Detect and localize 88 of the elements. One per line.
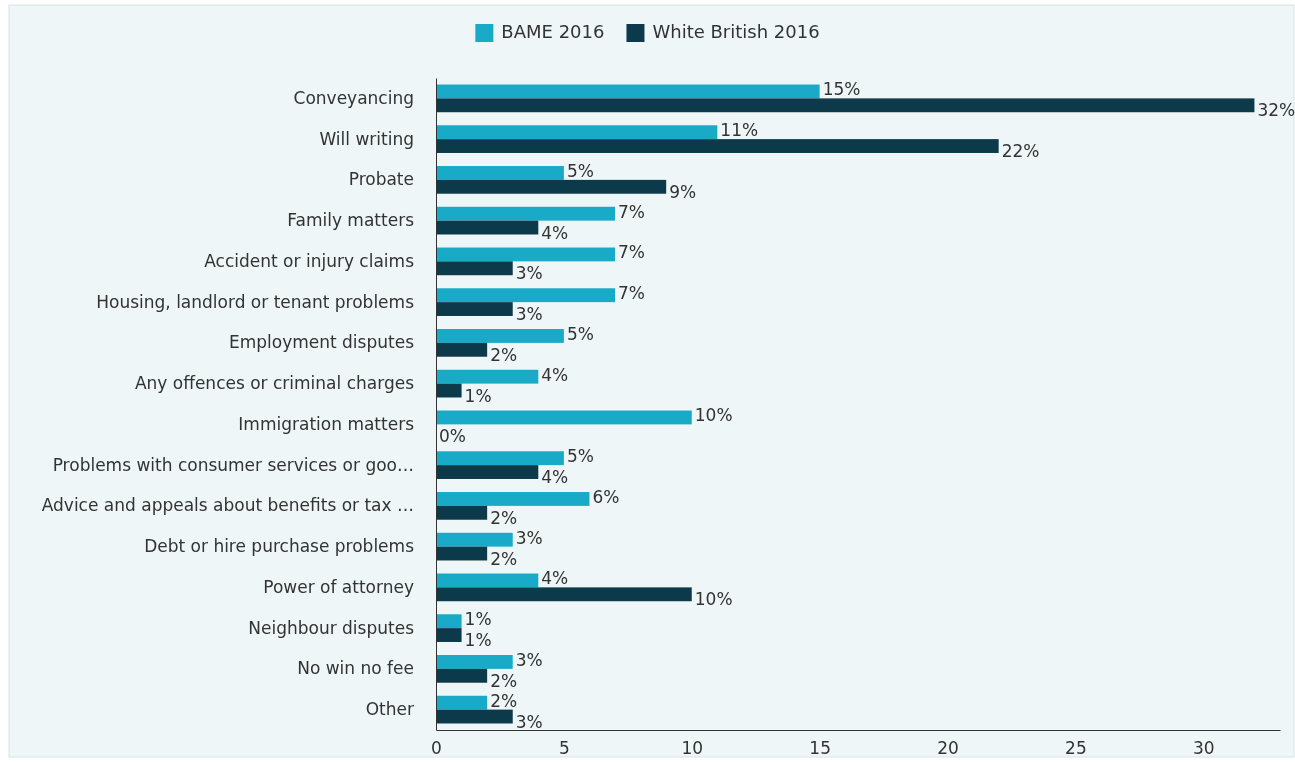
bar: [436, 492, 590, 506]
y-tick-label: Accident or injury claims: [204, 250, 415, 271]
data-label: 22%: [1001, 141, 1040, 162]
data-label: 11%: [720, 120, 759, 141]
x-tick-label: 15: [809, 738, 831, 759]
bar: [436, 139, 999, 153]
bar: [436, 288, 616, 303]
bar: [436, 206, 616, 221]
bar: [436, 329, 564, 343]
bar: [436, 261, 513, 276]
bar: [436, 383, 462, 398]
bar: [436, 247, 616, 262]
data-label: 5%: [566, 446, 594, 467]
data-label: 2%: [490, 690, 518, 711]
y-tick-label: Employment disputes: [228, 332, 415, 353]
bar: [436, 410, 692, 425]
x-tick-label: 0: [431, 738, 442, 759]
y-tick-label: Family matters: [287, 210, 415, 231]
y-tick-label: Debt or hire purchase problems: [144, 536, 415, 557]
y-tick-label: Housing, landlord or tenant problems: [96, 291, 415, 312]
x-tick-label: 25: [1065, 738, 1087, 759]
data-label: 10%: [694, 589, 733, 610]
data-label: 4%: [541, 364, 569, 385]
data-label: 7%: [618, 201, 646, 222]
y-tick-label: Neighbour disputes: [248, 617, 415, 638]
bar: [436, 546, 488, 561]
bar: [436, 98, 1255, 113]
y-tick-label: Probate: [348, 169, 414, 190]
y-tick-label: Problems with consumer services or goo…: [52, 454, 414, 475]
x-tick-label: 10: [681, 738, 704, 759]
data-label: 2%: [490, 507, 518, 528]
y-tick-label: Power of attorney: [263, 576, 414, 597]
bar: [436, 465, 539, 479]
data-label: 1%: [464, 630, 492, 651]
bar: [436, 302, 513, 316]
y-tick-label: Will writing: [319, 128, 414, 149]
bar: [436, 84, 820, 99]
bar: [436, 587, 692, 602]
bar: [436, 695, 488, 710]
y-tick-label: Any offences or criminal charges: [134, 373, 415, 394]
data-label: 15%: [822, 79, 861, 100]
bar: [436, 179, 667, 194]
data-label: 4%: [541, 467, 569, 488]
x-tick-label: 20: [937, 738, 959, 759]
bar: [436, 532, 513, 547]
data-label: 10%: [694, 405, 733, 426]
data-label: 5%: [566, 160, 594, 181]
y-tick-label: No win no fee: [297, 658, 414, 679]
data-label: 2%: [490, 548, 518, 569]
data-label: 6%: [592, 486, 620, 507]
bar: [436, 614, 462, 629]
bar: [436, 709, 513, 724]
x-tick-label: 30: [1192, 738, 1215, 759]
bar: [436, 451, 564, 466]
data-label: 9%: [669, 181, 697, 202]
bar: [436, 505, 488, 520]
data-label: 7%: [618, 242, 646, 263]
data-label: 2%: [490, 344, 518, 365]
bar: [436, 655, 513, 669]
y-tick-label: Immigration matters: [238, 413, 415, 434]
data-label: 2%: [490, 670, 518, 691]
data-label: 32%: [1257, 100, 1295, 121]
data-label: 3%: [515, 711, 543, 732]
bar: [436, 628, 462, 642]
data-label: 5%: [566, 323, 594, 344]
data-label: 3%: [515, 304, 543, 325]
y-tick-label: Advice and appeals about benefits or tax …: [41, 495, 414, 516]
data-label: 3%: [515, 527, 543, 548]
legend-label: BAME 2016: [501, 21, 605, 42]
data-label: 1%: [464, 385, 492, 406]
bar: [436, 220, 539, 235]
bar: [436, 125, 718, 140]
y-tick-label: Other: [365, 699, 414, 720]
bar: [436, 166, 564, 180]
bar: [436, 369, 539, 384]
data-label: 4%: [541, 222, 569, 243]
legend-label: White British 2016: [652, 21, 820, 42]
y-tick-label: Conveyancing: [293, 87, 414, 108]
bar: [436, 668, 488, 683]
bar: [436, 342, 488, 357]
data-label: 7%: [618, 283, 646, 304]
x-tick-label: 5: [558, 738, 570, 759]
data-label: 3%: [515, 649, 543, 670]
data-label: 1%: [464, 609, 492, 630]
data-label: 0%: [439, 426, 466, 447]
bar: [436, 573, 539, 588]
data-label: 3%: [515, 263, 543, 284]
data-label: 4%: [541, 568, 569, 589]
